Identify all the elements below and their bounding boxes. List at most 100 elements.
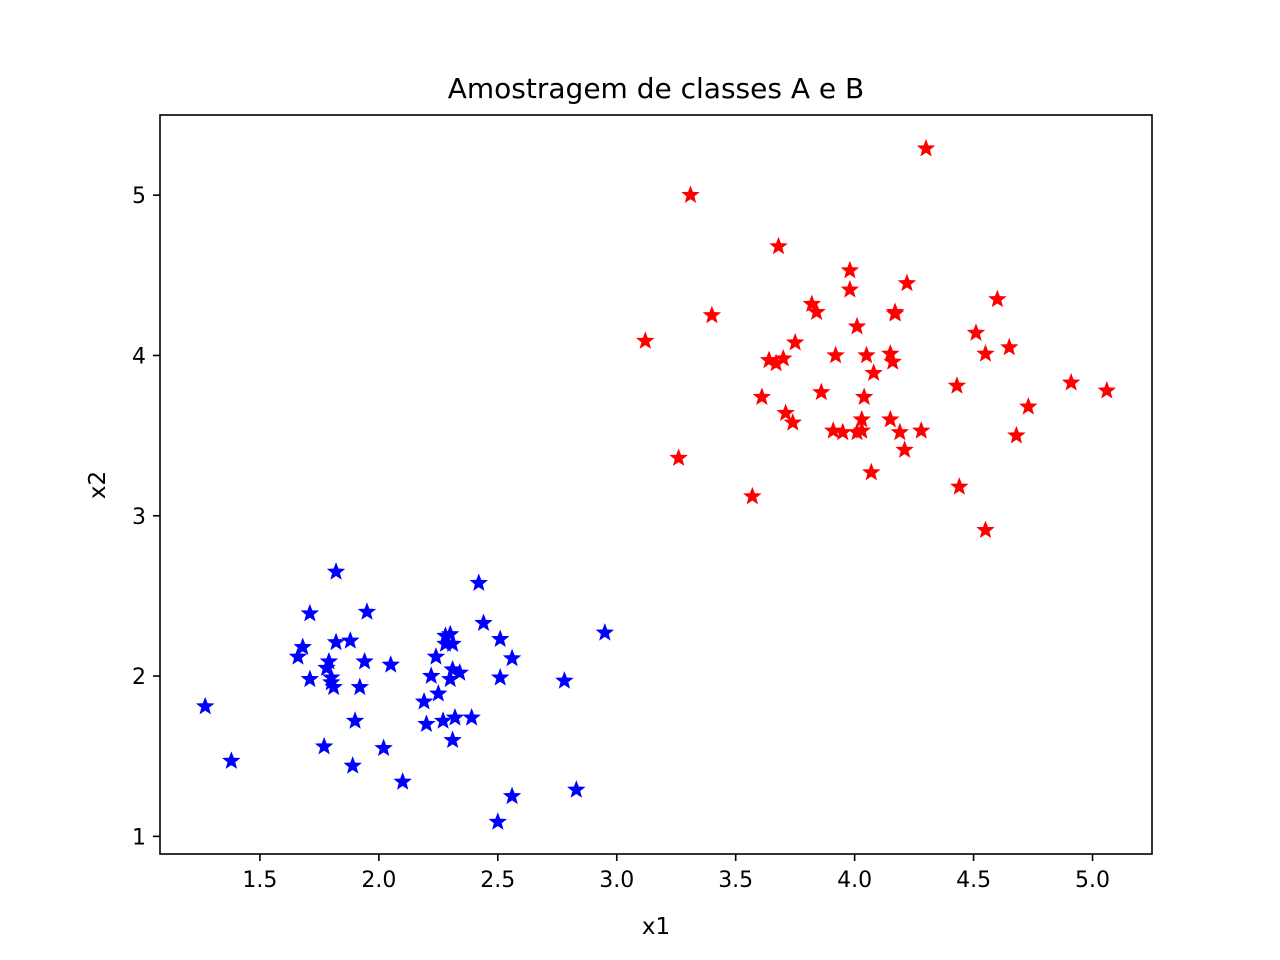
data-point-series2-47	[1007, 425, 1026, 444]
data-point-series1-32	[441, 624, 460, 643]
data-point-series2-36	[895, 440, 914, 458]
plot-frame	[159, 114, 1153, 855]
data-point-series2-2	[669, 448, 688, 466]
data-point-series1-26	[421, 666, 441, 684]
x-tick-label: 2.5	[480, 868, 515, 893]
data-point-series1-23	[393, 772, 412, 790]
data-point-series1-43	[490, 629, 510, 648]
data-point-series2-34	[885, 304, 905, 322]
data-point-series2-39	[916, 138, 936, 157]
data-point-series2-25	[852, 421, 871, 439]
data-point-series2-11	[776, 403, 795, 422]
points-layer	[195, 138, 1117, 830]
data-point-series2-30	[881, 344, 900, 362]
x-tick-label: 3.0	[599, 868, 634, 893]
data-point-series2-20	[840, 260, 860, 279]
data-point-series2-17	[824, 421, 843, 439]
x-tick-label: 3.5	[718, 868, 753, 893]
x-axis-label: x1	[642, 914, 670, 940]
y-tick-label: 2	[132, 665, 146, 690]
x-tick-label: 4.0	[837, 868, 872, 893]
data-point-series1-42	[488, 812, 508, 830]
data-point-series1-15	[341, 631, 360, 649]
data-point-series2-41	[950, 477, 969, 495]
data-point-series1-29	[433, 711, 453, 729]
data-point-series2-29	[864, 363, 883, 381]
data-point-series1-40	[469, 573, 488, 591]
data-point-series2-13	[785, 332, 805, 351]
data-point-series1-16	[343, 756, 362, 774]
data-point-series1-2	[222, 751, 241, 769]
data-point-series2-44	[976, 344, 995, 362]
data-point-series1-49	[595, 623, 615, 641]
data-point-series1-13	[326, 562, 346, 580]
data-point-series2-21	[840, 280, 860, 298]
data-point-series2-1	[636, 331, 655, 349]
data-point-series2-14	[802, 294, 822, 312]
data-point-series1-5	[300, 669, 320, 688]
data-point-series1-1	[195, 696, 215, 715]
data-point-series1-27	[426, 647, 446, 665]
data-point-series1-17	[345, 711, 365, 729]
data-point-series2-6	[752, 387, 772, 405]
data-point-series1-47	[555, 671, 574, 689]
x-axis-ticks: 1.5 2.0 2.5 3.0 3.5 4.0 4.5 5.0	[242, 854, 1110, 893]
y-tick-label: 4	[132, 344, 146, 369]
y-tick-label: 3	[132, 505, 146, 530]
y-tick-label: 5	[132, 184, 146, 209]
data-point-series1-11	[322, 667, 341, 686]
data-point-series1-28	[429, 684, 448, 702]
data-point-series1-25	[417, 714, 436, 732]
data-point-series1-14	[326, 632, 346, 651]
y-axis-ticks: 1 2 3 4 5	[132, 184, 160, 850]
data-point-series1-46	[502, 648, 522, 667]
data-point-series2-43	[976, 520, 995, 539]
data-point-series2-16	[812, 382, 831, 401]
data-point-series1-36	[443, 730, 462, 749]
data-point-series2-3	[681, 185, 700, 203]
data-point-series2-50	[1097, 381, 1117, 399]
data-point-series2-48	[1019, 397, 1038, 415]
data-point-series1-3	[288, 647, 308, 665]
data-point-series2-9	[769, 236, 788, 255]
data-point-series2-12	[783, 413, 803, 431]
data-point-series1-4	[293, 637, 312, 656]
data-point-series1-12	[324, 677, 343, 696]
data-point-series1-21	[374, 738, 393, 757]
data-point-series2-40	[947, 376, 967, 394]
y-tick-label: 1	[132, 825, 146, 850]
data-point-series2-18	[826, 345, 845, 364]
data-point-series2-22	[847, 316, 867, 335]
chart-title: Amostragem de classes A e B	[448, 72, 865, 105]
data-point-series1-34	[443, 634, 462, 652]
data-point-series2-49	[1061, 373, 1081, 391]
data-point-series2-45	[988, 289, 1007, 308]
data-point-series1-45	[502, 786, 522, 805]
data-point-series2-37	[897, 273, 917, 292]
x-tick-label: 2.0	[361, 868, 396, 893]
data-point-series1-19	[355, 651, 374, 670]
data-point-series1-37	[445, 708, 465, 726]
data-point-series2-26	[854, 387, 874, 405]
data-point-series1-39	[462, 708, 481, 726]
data-point-series2-5	[743, 486, 762, 505]
x-tick-label: 1.5	[242, 868, 277, 893]
data-point-series2-42	[966, 323, 986, 341]
data-point-series1-24	[414, 692, 434, 710]
data-point-series2-28	[862, 462, 881, 481]
data-point-series2-4	[702, 305, 722, 324]
data-point-series1-7	[314, 736, 334, 755]
data-point-series1-41	[474, 613, 493, 631]
data-point-series1-44	[490, 667, 510, 686]
data-point-series2-31	[881, 409, 900, 428]
data-point-series1-18	[350, 677, 370, 696]
data-point-series1-6	[300, 603, 320, 622]
data-point-series2-46	[1000, 337, 1019, 356]
data-point-series1-38	[450, 663, 469, 681]
plot-area	[160, 115, 1152, 854]
data-point-series2-32	[883, 352, 902, 370]
data-point-series2-35	[890, 422, 910, 441]
data-point-series1-9	[319, 651, 339, 670]
data-point-series2-10	[774, 348, 793, 367]
